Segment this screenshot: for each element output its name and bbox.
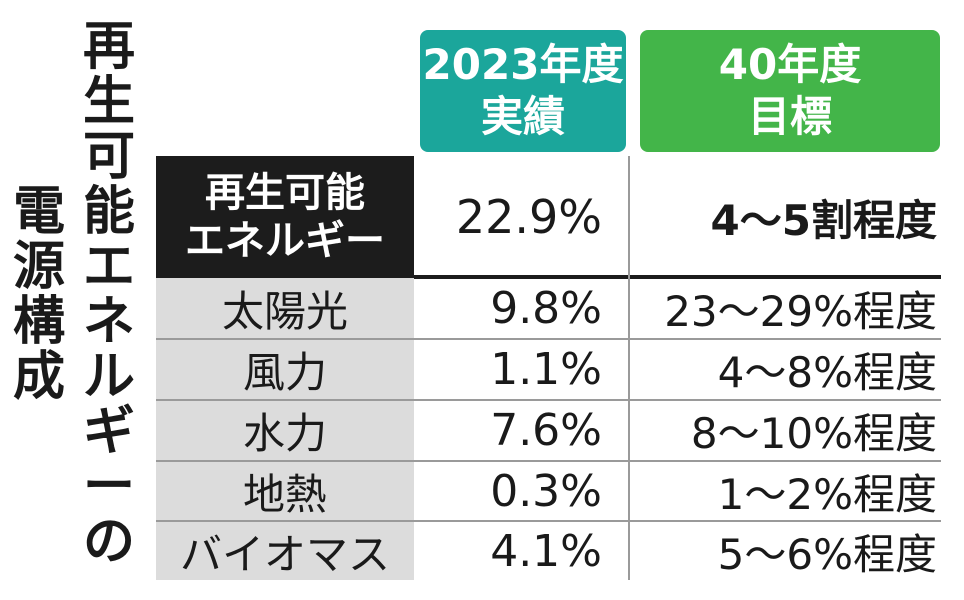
value-2023: 0.3% — [490, 465, 602, 517]
value-2040: 4～8%程度 — [717, 348, 937, 397]
title-char: の — [82, 512, 135, 572]
table-row: 風力 1.1% 4～8%程度 — [156, 340, 941, 399]
column-header-line2: 実績 — [480, 92, 565, 141]
title-char: ル — [82, 347, 135, 407]
chart-title-column-1: 再 生 可 能 エ ネ ル ギ ー の — [78, 20, 140, 570]
row-label-line1: 再生可能 — [205, 170, 365, 216]
table-row: 太陽光 9.8% 23～29%程度 — [156, 278, 941, 339]
table-row: バイオマス 4.1% 5～6%程度 — [156, 522, 941, 580]
title-char: ー — [82, 457, 135, 517]
title-char: 源 — [12, 237, 65, 297]
title-char: 電 — [12, 182, 65, 242]
row-label-renewable: 再生可能 エネルギー — [156, 156, 414, 278]
title-char: 再 — [82, 17, 135, 77]
table-row-renewable-total: 再生可能 エネルギー 22.9% 4～5割程度 — [156, 156, 941, 278]
value-2040: 1～2%程度 — [717, 469, 937, 519]
column-header-line2: 目標 — [747, 92, 832, 141]
row-divider — [156, 399, 941, 401]
title-char: エ — [82, 237, 135, 297]
title-char: ギ — [82, 402, 135, 462]
value-2023: 4.1% — [490, 525, 602, 577]
title-char: 能 — [82, 182, 135, 242]
value-2040: 8～10%程度 — [690, 409, 937, 458]
row-label: バイオマス — [156, 522, 414, 580]
row-divider — [156, 460, 941, 462]
column-header-line1: 40年度 — [718, 40, 862, 89]
row-label: 風力 — [156, 340, 414, 399]
table-row: 水力 7.6% 8～10%程度 — [156, 401, 941, 460]
table-row: 地熱 0.3% 1～2%程度 — [156, 462, 941, 520]
row-label: 水力 — [156, 401, 414, 460]
value-2040: 23～29%程度 — [664, 287, 937, 336]
column-divider — [628, 156, 630, 580]
row-label: 地熱 — [156, 462, 414, 520]
energy-mix-table: 再生可能 エネルギー 22.9% 4～5割程度 太陽光 9.8% 23～29%程… — [156, 156, 941, 580]
value-2023: 9.8% — [490, 283, 602, 334]
column-header-line1: 2023年度 — [422, 40, 624, 89]
value-2040-renewable: 4～5割程度 — [710, 195, 937, 245]
title-char: 生 — [82, 72, 135, 132]
row-divider — [156, 338, 941, 340]
column-header-2040-target: 40年度 目標 — [640, 30, 940, 152]
chart-title-column-2: 電 源 構 成 — [8, 185, 70, 405]
value-2023: 7.6% — [490, 405, 602, 456]
column-header-2023-actual: 2023年度 実績 — [420, 30, 626, 152]
title-char: 成 — [12, 347, 65, 407]
title-char: ネ — [82, 292, 135, 352]
row-label: 太陽光 — [156, 278, 414, 339]
row-divider — [156, 520, 941, 522]
row-label-line2: エネルギー — [185, 218, 385, 264]
title-char: 構 — [12, 292, 65, 352]
title-char: 可 — [82, 127, 135, 187]
value-2040: 5～6%程度 — [717, 529, 937, 579]
value-2023-renewable: 22.9% — [455, 190, 602, 244]
header-separator — [414, 275, 941, 279]
value-2023: 1.1% — [490, 344, 602, 395]
